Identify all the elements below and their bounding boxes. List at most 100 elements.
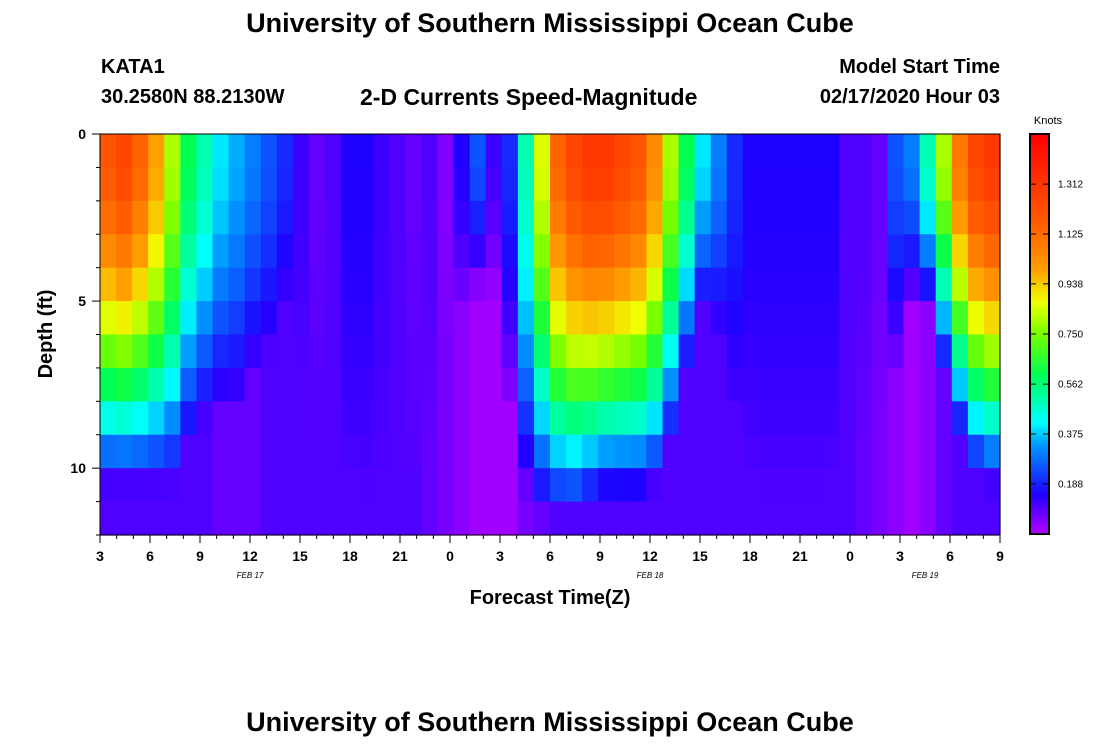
heatmap-cell bbox=[100, 434, 117, 469]
heatmap-cell bbox=[437, 434, 455, 469]
heatmap-cell bbox=[244, 334, 262, 369]
heatmap-cell bbox=[726, 401, 744, 436]
heatmap-cell bbox=[148, 367, 165, 402]
heatmap-cell bbox=[405, 501, 423, 536]
heatmap-cell bbox=[726, 234, 744, 269]
heatmap-cell bbox=[501, 167, 519, 202]
heatmap-cell bbox=[292, 434, 310, 469]
heatmap-cell bbox=[405, 367, 423, 402]
heatmap-cell bbox=[260, 134, 278, 169]
heatmap-cell bbox=[823, 234, 840, 269]
heatmap-cell bbox=[871, 200, 889, 235]
heatmap-cell bbox=[758, 167, 776, 202]
heatmap-cell bbox=[726, 167, 744, 202]
heatmap-cell bbox=[180, 234, 198, 269]
heatmap-cell bbox=[550, 267, 567, 302]
heatmap-cell bbox=[855, 301, 873, 336]
heatmap-cell bbox=[855, 267, 873, 302]
heatmap-cell bbox=[276, 234, 294, 269]
heatmap-cell bbox=[919, 367, 937, 402]
heatmap-cell bbox=[742, 167, 760, 202]
heatmap-cell bbox=[373, 134, 390, 169]
heatmap-cell bbox=[517, 468, 535, 503]
heatmap-cell bbox=[437, 134, 455, 169]
heatmap-cell bbox=[694, 367, 712, 402]
heatmap-cell bbox=[887, 434, 905, 469]
heatmap-cell bbox=[469, 401, 487, 436]
heatmap-cell bbox=[100, 200, 117, 235]
heatmap-cell bbox=[791, 200, 808, 235]
heatmap-cell bbox=[646, 401, 664, 436]
heatmap-cell bbox=[533, 434, 551, 469]
heatmap-cell bbox=[517, 234, 535, 269]
heatmap-cell bbox=[694, 167, 712, 202]
heatmap-cell bbox=[517, 334, 535, 369]
x-tick-label: 6 bbox=[146, 548, 154, 564]
heatmap-cell bbox=[614, 334, 631, 369]
heatmap-cell bbox=[325, 134, 342, 169]
heatmap-cell bbox=[983, 301, 1001, 336]
heatmap-cell bbox=[212, 267, 230, 302]
heatmap-cell bbox=[469, 501, 487, 536]
heatmap-cell bbox=[260, 334, 278, 369]
heatmap-cell bbox=[501, 134, 519, 169]
heatmap-cell bbox=[325, 468, 342, 503]
heatmap-cell bbox=[212, 200, 230, 235]
heatmap-cell bbox=[100, 334, 117, 369]
heatmap-cell bbox=[823, 401, 840, 436]
heatmap-cell bbox=[292, 501, 310, 536]
heatmap-cell bbox=[421, 301, 439, 336]
heatmap-cell bbox=[967, 134, 985, 169]
heatmap-cell bbox=[919, 401, 937, 436]
heatmap-cell bbox=[276, 134, 294, 169]
colorbar-tick-label: 1.125 bbox=[1058, 230, 1083, 241]
heatmap-cell bbox=[533, 468, 551, 503]
heatmap-cell bbox=[453, 167, 471, 202]
heatmap-cell bbox=[533, 367, 551, 402]
heatmap-cell bbox=[341, 200, 358, 235]
heatmap-cell bbox=[116, 267, 133, 302]
x-axis-label: Forecast Time(Z) bbox=[470, 587, 631, 609]
heatmap-cell bbox=[260, 501, 278, 536]
heatmap-cell bbox=[630, 367, 648, 402]
heatmap-cell bbox=[212, 234, 230, 269]
heatmap-cell bbox=[887, 167, 905, 202]
heatmap-cell bbox=[421, 367, 439, 402]
heatmap-cell bbox=[292, 468, 310, 503]
heatmap-cell bbox=[196, 334, 214, 369]
heatmap-cell bbox=[132, 134, 149, 169]
heatmap-cell bbox=[775, 434, 792, 469]
heatmap-cell bbox=[951, 334, 969, 369]
heatmap-cell bbox=[469, 468, 487, 503]
heatmap-cell bbox=[485, 134, 503, 169]
x-tick-label: 0 bbox=[846, 548, 854, 564]
heatmap-cell bbox=[341, 434, 358, 469]
heatmap-cell bbox=[132, 167, 149, 202]
x-tick-label: 3 bbox=[896, 548, 904, 564]
heatmap-cell bbox=[517, 401, 535, 436]
heatmap-cell bbox=[148, 468, 165, 503]
heatmap-cell bbox=[742, 501, 760, 536]
heatmap-cell bbox=[614, 367, 631, 402]
heatmap-cell bbox=[967, 301, 985, 336]
heatmap-cell bbox=[517, 367, 535, 402]
heatmap-cell bbox=[180, 401, 198, 436]
heatmap-cell bbox=[919, 301, 937, 336]
heatmap-cell bbox=[550, 401, 567, 436]
heatmap-cell bbox=[758, 301, 776, 336]
heatmap-cell bbox=[887, 134, 905, 169]
heatmap-cell bbox=[775, 468, 792, 503]
heatmap-cell bbox=[100, 501, 117, 536]
page-title: University of Southern Mississippi Ocean… bbox=[246, 8, 854, 38]
heatmap-cell bbox=[871, 301, 889, 336]
heatmap-cell bbox=[614, 267, 631, 302]
heatmap-cell bbox=[710, 367, 728, 402]
heatmap-cell bbox=[775, 167, 792, 202]
heatmap-cell bbox=[823, 267, 840, 302]
heatmap-cell bbox=[325, 267, 342, 302]
heatmap-cell bbox=[164, 267, 181, 302]
heatmap-cell bbox=[180, 267, 198, 302]
heatmap-cell bbox=[180, 501, 198, 536]
heatmap-cell bbox=[775, 234, 792, 269]
x-axis: 3 6 9 12 15 18 21 0 3 6 9 12 15 18 21 0 3 6 9 bbox=[96, 534, 1004, 564]
